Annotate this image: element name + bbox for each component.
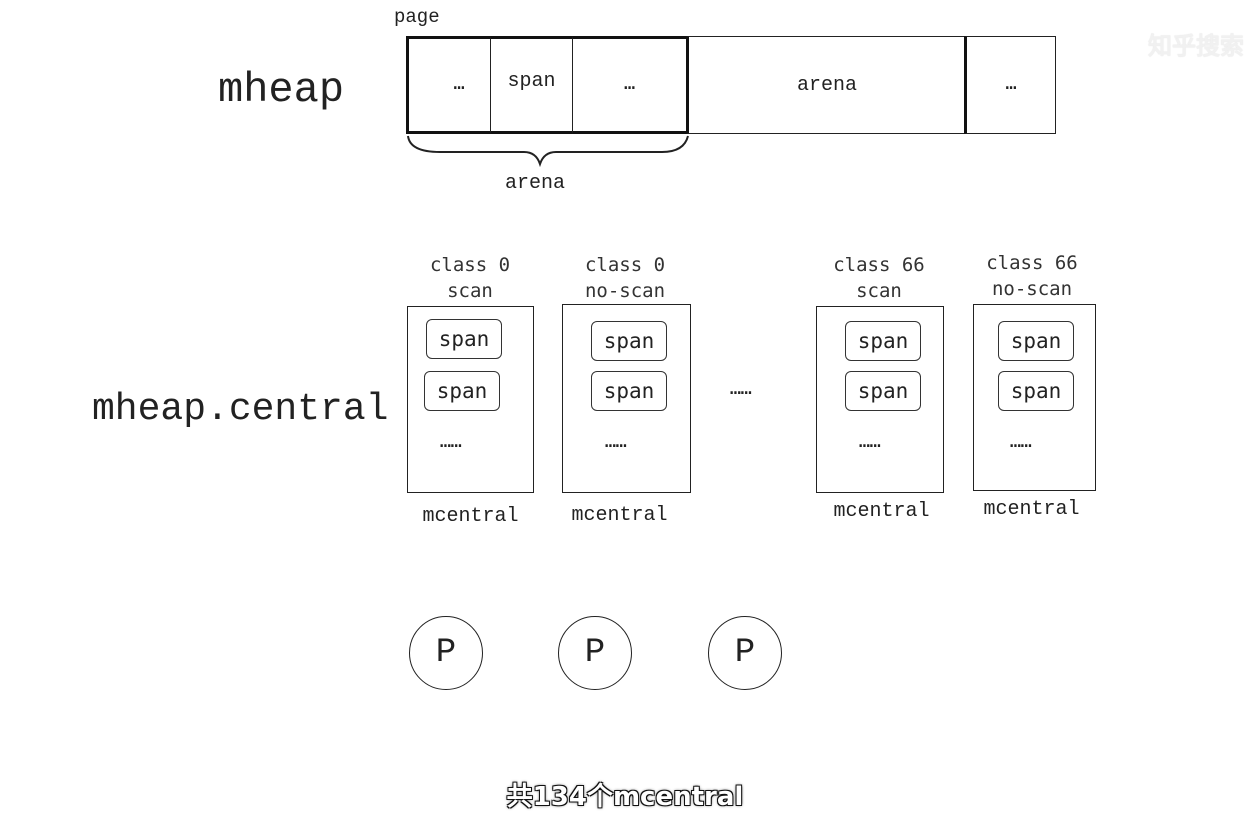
mcentral-box: span span ……	[407, 306, 534, 493]
column-header: class 0 scan	[407, 252, 533, 304]
span-cell: span	[490, 36, 573, 134]
processor-p: P	[558, 616, 632, 690]
watermark: 知乎搜索	[1148, 32, 1244, 60]
mcentral-box: span span ……	[562, 304, 691, 493]
span-pill: span	[424, 371, 500, 411]
mcentral-label: mcentral	[571, 504, 668, 527]
mcentral-label: mcentral	[422, 505, 519, 528]
kind-label: scan	[447, 280, 493, 302]
span-pill: span	[845, 371, 921, 411]
span-pill: span	[591, 371, 667, 411]
trailing-dots-cell: …	[964, 36, 1056, 134]
dots: ……	[605, 433, 627, 453]
dots: …	[1005, 75, 1017, 95]
column-header: class 0 no-scan	[562, 252, 688, 304]
mcentral-box: span span ……	[816, 306, 944, 493]
span-pill: span	[426, 319, 502, 359]
class-label: class 0	[429, 254, 511, 276]
arena-brace-label: arena	[505, 172, 566, 195]
class-label: class 0	[584, 254, 666, 276]
processor-p: P	[708, 616, 782, 690]
arena-brace	[407, 135, 689, 168]
column-header: class 66 scan	[815, 252, 943, 304]
dots: ……	[859, 433, 881, 453]
kind-label: no-scan	[584, 280, 666, 302]
arena-cell-label: arena	[796, 73, 857, 97]
page-label: page	[394, 6, 440, 28]
span-pill: span	[845, 321, 921, 361]
span-cell-label: span	[507, 69, 556, 93]
mheap-title: mheap	[218, 66, 345, 114]
dots: ……	[440, 433, 462, 453]
mcentral-label: mcentral	[983, 498, 1080, 521]
page-dots-cell: …	[572, 36, 686, 134]
processor-p: P	[409, 616, 483, 690]
kind-label: scan	[856, 280, 902, 302]
dots: …	[453, 75, 465, 95]
span-pill: span	[998, 321, 1074, 361]
column-header: class 66 no-scan	[968, 250, 1096, 302]
span-pill: span	[998, 371, 1074, 411]
video-subtitle: 共134个mcentral	[506, 782, 744, 812]
class-label: class 66	[833, 254, 925, 276]
dots: ……	[1010, 433, 1032, 453]
kind-label: no-scan	[991, 278, 1073, 300]
page-dots-cell: …	[428, 36, 491, 134]
dots: …	[624, 75, 635, 95]
columns-ellipsis: ……	[730, 380, 752, 400]
span-pill: span	[591, 321, 667, 361]
arena-cell: arena	[686, 36, 966, 134]
class-label: class 66	[986, 252, 1078, 274]
central-title: mheap.central	[92, 388, 389, 431]
mcentral-box: span span ……	[973, 304, 1096, 491]
mcentral-label: mcentral	[833, 500, 930, 523]
